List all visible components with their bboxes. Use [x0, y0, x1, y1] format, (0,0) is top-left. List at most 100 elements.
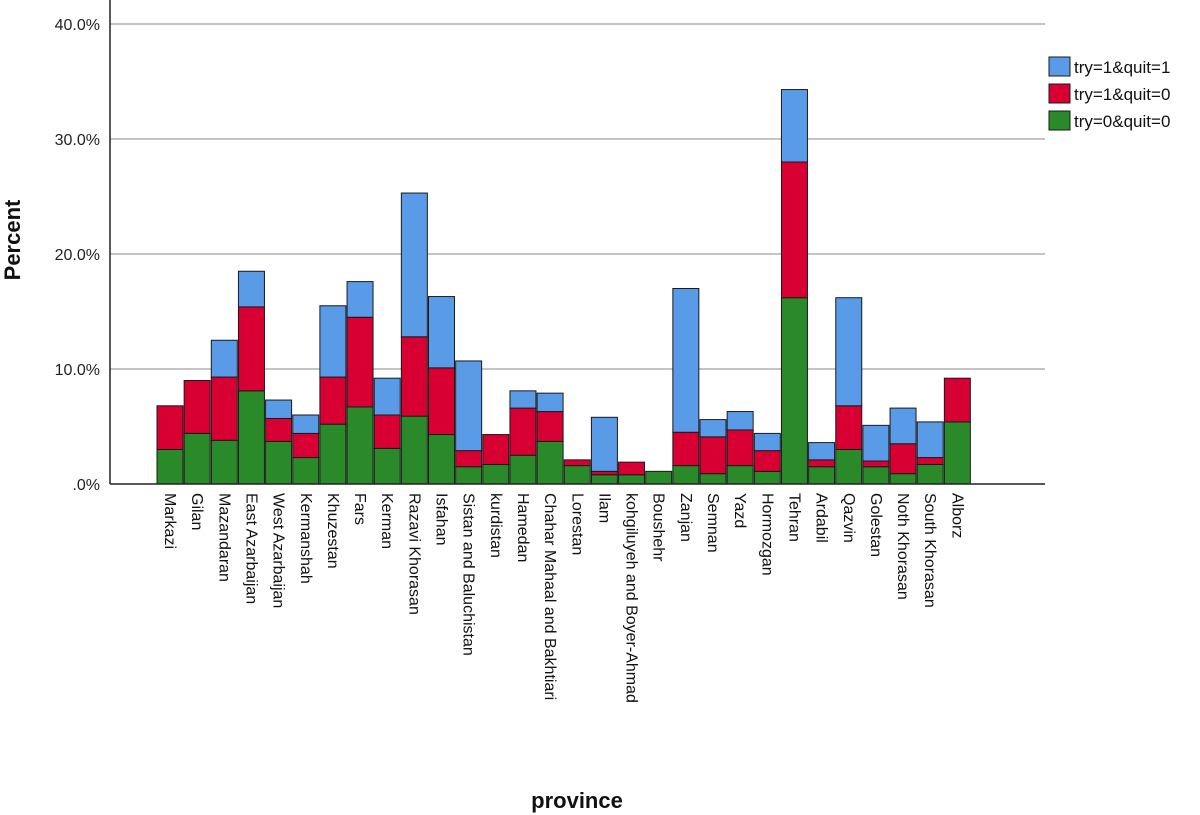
bar-segment [428, 367, 455, 436]
x-tick-label: Hormozgan [758, 493, 775, 576]
x-axis-title: province [531, 788, 623, 813]
bar-segment [210, 439, 238, 485]
bar-segment [835, 405, 863, 450]
bar-segment [590, 416, 618, 472]
bar-segment [916, 421, 944, 459]
bar-segment [400, 192, 428, 338]
bar-segment [699, 419, 727, 438]
x-tick-label: Kerman [378, 493, 395, 549]
legend-swatch [1048, 110, 1071, 131]
bar-segment [808, 459, 836, 468]
y-tick-label: 30.0% [55, 132, 100, 149]
x-tick-label: Yazd [731, 493, 748, 528]
bar-segment [889, 407, 917, 445]
bar-segment [835, 449, 863, 485]
bar-segment [346, 316, 374, 408]
bar-segment [509, 390, 537, 409]
bar-segment [156, 405, 184, 450]
x-tick-label: Tehran [785, 493, 802, 542]
bar-segment [726, 411, 754, 431]
bar-segment [753, 450, 781, 472]
bar-segment [645, 470, 673, 485]
y-tick-label: 10.0% [55, 362, 100, 379]
bar-segment [210, 339, 238, 378]
bar-segment [265, 440, 293, 485]
bar-segment [590, 474, 618, 485]
bar-segment [373, 447, 401, 485]
x-tick-label: Qazvin [840, 493, 857, 543]
bar-segment [862, 466, 890, 485]
bar-segment [265, 417, 293, 442]
bar-segment [455, 450, 483, 468]
bar-segment [916, 463, 944, 485]
bar-segment [509, 454, 537, 485]
bar-segment [237, 306, 265, 392]
bar-segment [780, 297, 808, 485]
bar-segment [808, 442, 836, 461]
bar-segment [346, 406, 374, 485]
bar-segment [183, 380, 211, 434]
x-tick-label: Noth Khorasan [894, 493, 911, 600]
legend-label: try=1&quit=0 [1074, 85, 1170, 104]
bar-segment [699, 473, 727, 485]
y-tick-label: 20.0% [55, 247, 100, 264]
bar-segment [916, 457, 944, 465]
bar-segment [726, 429, 754, 467]
bar-segment [428, 434, 455, 485]
x-tick-label: Isfahan [433, 493, 450, 545]
bar-segment [943, 421, 971, 485]
x-tick-label: Gilan [188, 493, 205, 530]
axes [109, 0, 1045, 485]
bar-segment [373, 377, 401, 416]
bar-segment [753, 432, 781, 452]
x-tick-label: kohgiluyeh and Boyer-Ahmad [623, 493, 640, 703]
bar-segment [536, 411, 564, 442]
bar-segment [862, 460, 890, 468]
y-axis-title: Percent [0, 199, 25, 280]
x-tick-label: Semnan [704, 493, 721, 553]
legend-label: try=1&quit=1 [1074, 58, 1170, 77]
bar-segment [672, 465, 700, 485]
x-tick-label: Boushehr [650, 493, 667, 562]
bar-segment [699, 436, 727, 475]
x-tick-label: Sistan and Baluchistan [460, 493, 477, 656]
bar-segment [237, 390, 265, 485]
bar-segment [590, 470, 618, 476]
bar-segment [563, 459, 591, 467]
x-tick-label: Razavi Khorasan [405, 493, 422, 615]
x-tick-label: kurdistan [487, 493, 504, 558]
bars [156, 89, 971, 485]
x-tick-label: Alborz [948, 493, 965, 538]
x-tick-label: Markazi [161, 493, 178, 549]
bar-segment [618, 474, 646, 485]
x-tick-label: Ardabil [813, 493, 830, 543]
bar-segment [536, 440, 564, 485]
legend-swatch [1048, 56, 1071, 77]
bar-segment [563, 465, 591, 485]
bar-segment [862, 424, 890, 462]
x-tick-label: Mazandaran [215, 493, 232, 582]
x-tick-label: Zanjan [677, 493, 694, 542]
bar-segment [672, 431, 700, 467]
bar-segment [265, 399, 293, 419]
x-tick-label: West Azarbaijan [270, 493, 287, 608]
y-tick-label: 40.0% [55, 17, 100, 34]
bar-segment [156, 449, 184, 485]
bar-segment [210, 376, 238, 441]
bar-segment [672, 288, 700, 433]
bar-segment [482, 463, 510, 485]
bar-segment [292, 414, 320, 434]
bar-segment [536, 392, 564, 413]
bar-segment [780, 161, 808, 299]
legend-label: try=0&quit=0 [1074, 112, 1170, 131]
x-tick-label: Golestan [867, 493, 884, 557]
legend: try=1&quit=1 try=1&quit=0 try=0&quit=0 [1048, 56, 1170, 131]
x-tick-label: Lorestan [568, 493, 585, 555]
bar-segment [753, 470, 781, 485]
bar-segment [889, 443, 917, 475]
bar-segment [400, 336, 428, 417]
bar-segment [943, 377, 971, 423]
bar-segment [780, 89, 808, 163]
bar-segment [618, 461, 646, 476]
